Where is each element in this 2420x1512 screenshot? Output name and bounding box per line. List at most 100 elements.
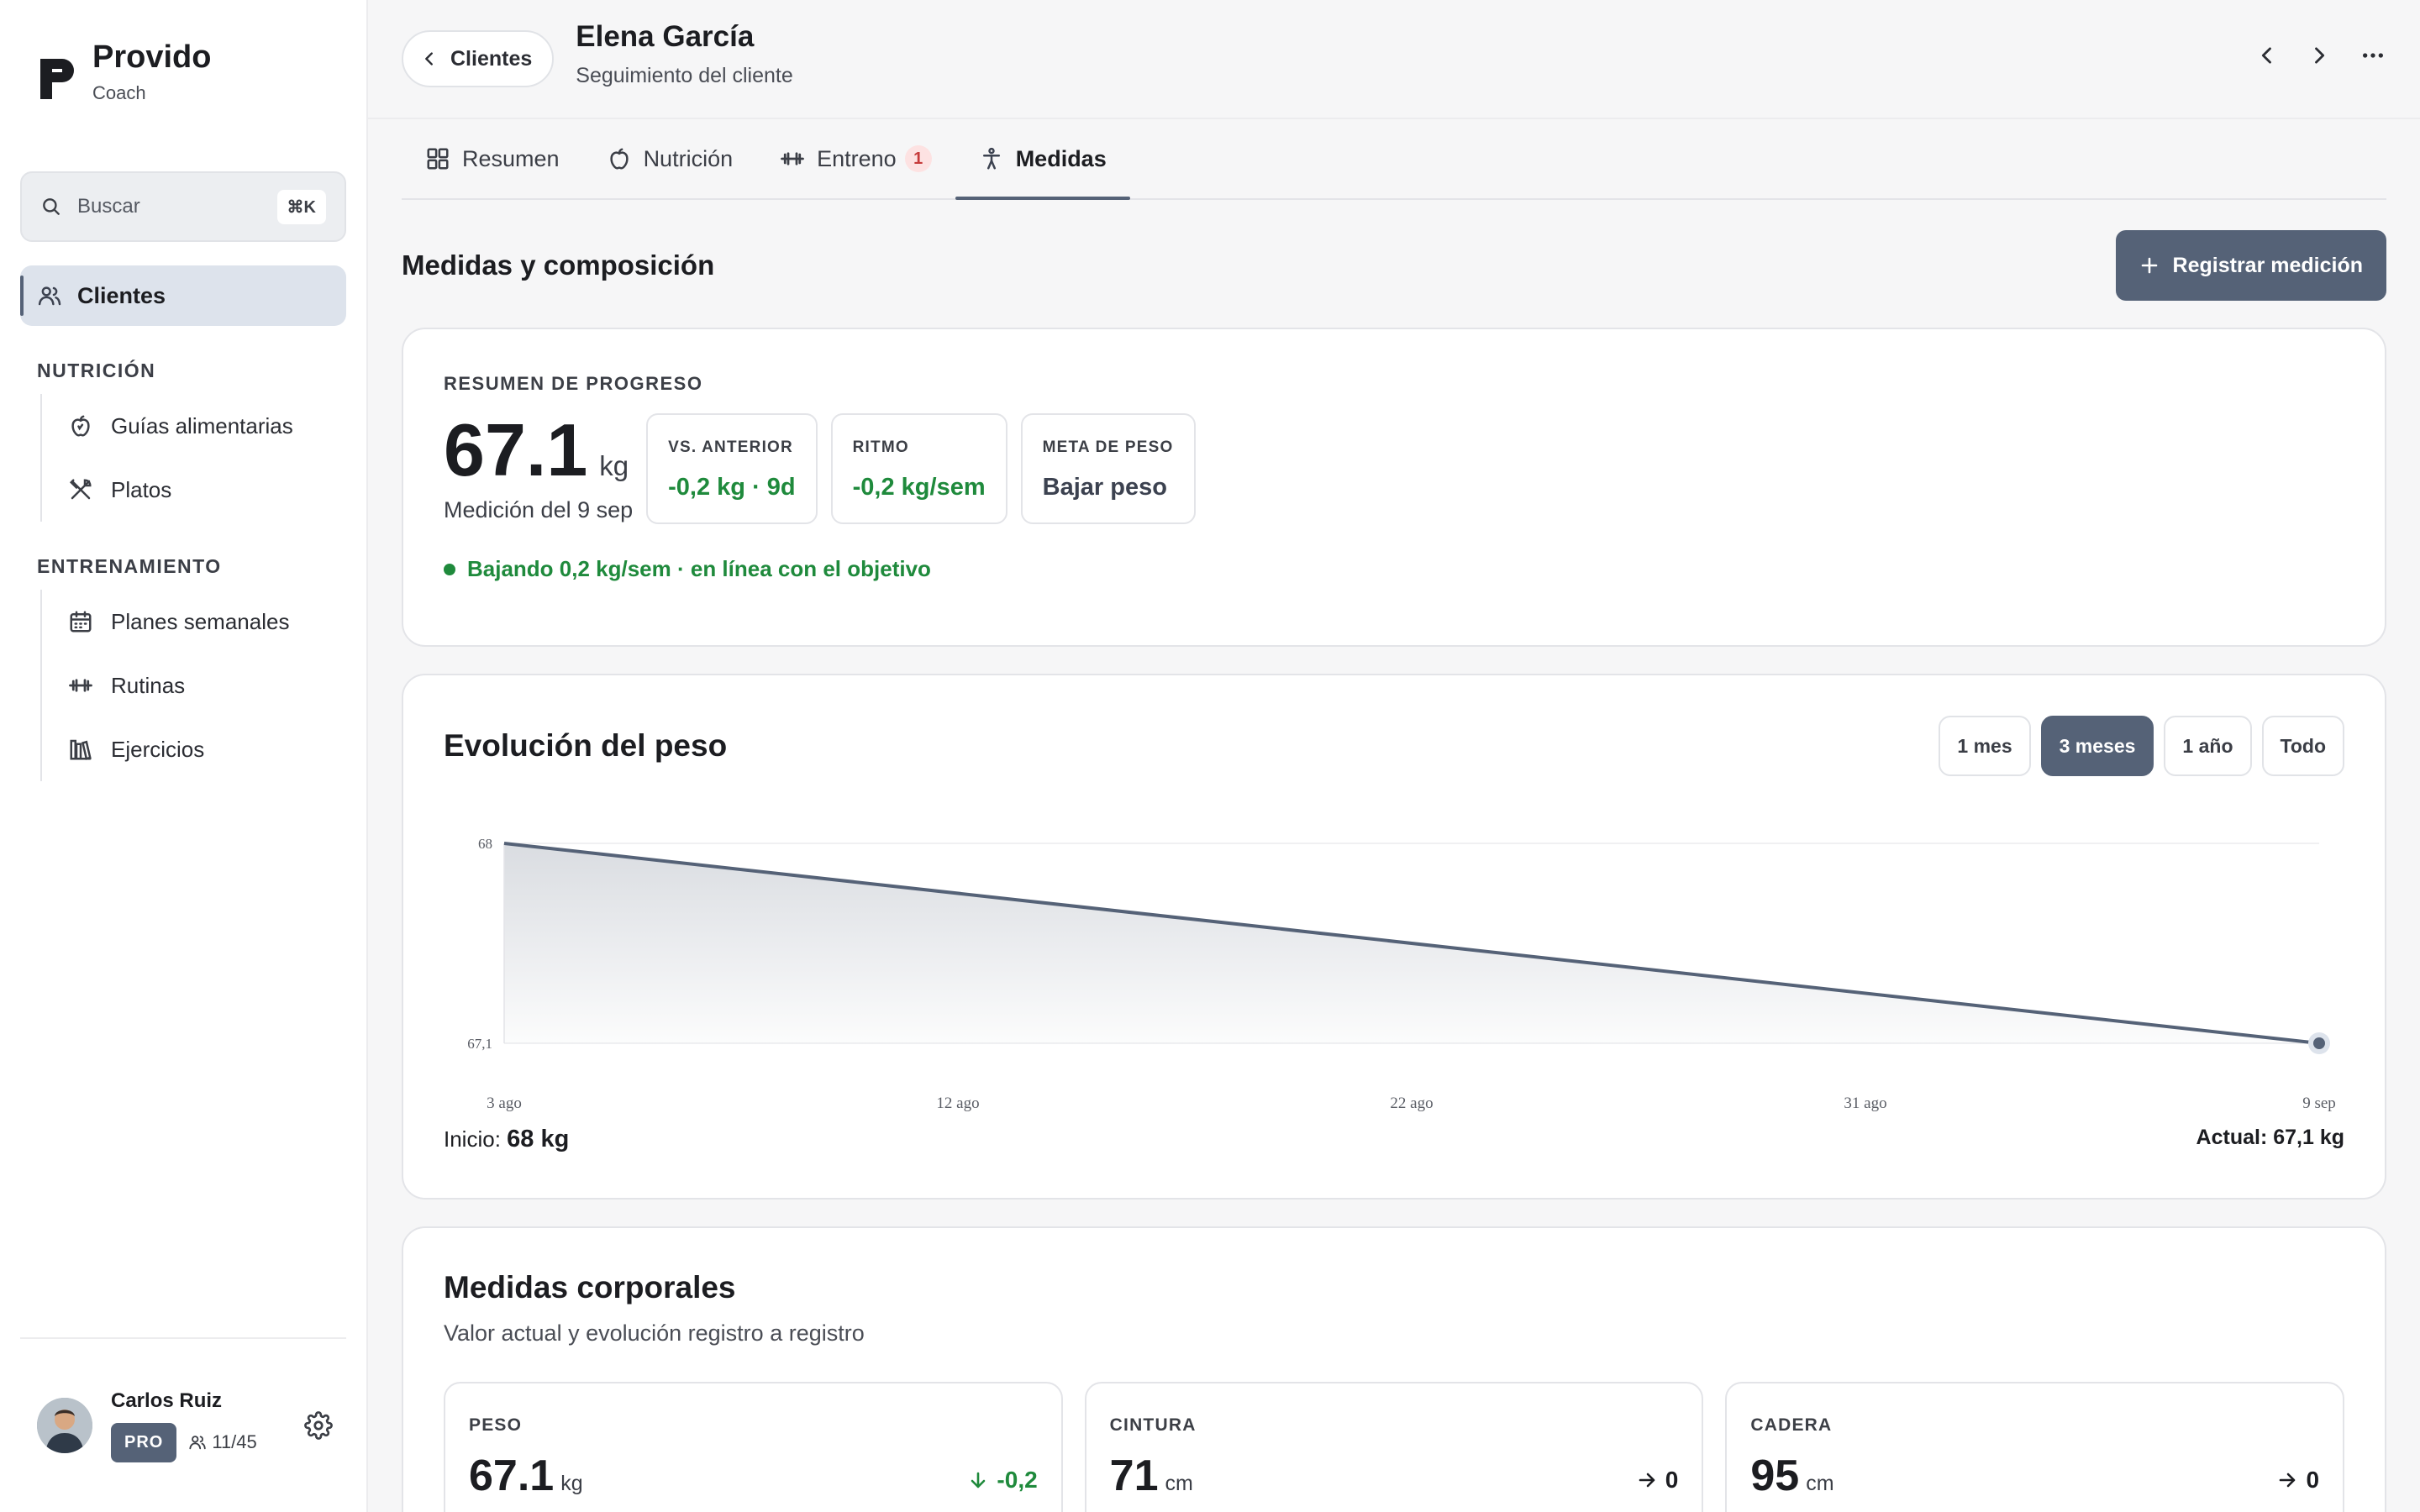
range-3-meses-button[interactable]: 3 meses <box>2040 716 2154 776</box>
progress-overline: RESUMEN DE PROGRESO <box>444 373 703 394</box>
weight-chart: 68 67,1 3 ago 12 ago 22 ago 31 ago 9 sep <box>467 836 2336 1112</box>
register-measurement-button[interactable]: Registrar medición <box>2115 230 2386 301</box>
range-todo-button[interactable]: Todo <box>2261 716 2344 776</box>
user-profile[interactable]: Carlos Ruiz PRO 11/45 <box>20 1337 346 1512</box>
gear-icon[interactable] <box>304 1411 333 1440</box>
sidebar-item-guias-alimentarias[interactable]: Guías alimentarias <box>66 394 346 458</box>
apple-icon <box>609 148 629 170</box>
range-1-mes-button[interactable]: 1 mes <box>1939 716 2031 776</box>
metric-unit: cm <box>1806 1472 1834 1495</box>
arrow-right-icon <box>1639 1473 1655 1488</box>
sidebar-item-label: Rutinas <box>111 672 186 698</box>
x-tick-label: 9 sep <box>2302 1095 2336 1112</box>
tab-medidas[interactable]: Medidas <box>955 119 1130 200</box>
notification-badge: 1 <box>904 145 932 172</box>
sidebar-section-nutricion: NUTRICIÓN <box>37 360 156 381</box>
users-icon <box>189 1436 207 1450</box>
brand[interactable]: Provido Coach <box>20 0 346 126</box>
tab-entreno[interactable]: Entreno 1 <box>756 119 955 198</box>
metric-card-cintura[interactable]: CINTURA 71 cm 0 <box>1084 1382 1704 1512</box>
sidebar-item-clientes[interactable]: Clientes <box>20 265 346 326</box>
tab-bar: Resumen Nutrición Entreno 1 Medidas <box>402 119 2386 200</box>
sidebar-item-label: Platos <box>111 476 172 502</box>
current-weight-unit: kg <box>599 450 629 481</box>
metric-delta: -0,2 <box>968 1467 1038 1494</box>
stat-value: -0,2 kg/sem <box>852 474 986 501</box>
previous-client-icon[interactable] <box>2255 44 2279 67</box>
sidebar-item-label: Guías alimentarias <box>111 412 293 438</box>
progress-summary-card: RESUMEN DE PROGRESO 67.1 kg Medición del… <box>402 328 2386 647</box>
users-icon <box>38 286 61 306</box>
range-1-ano-button[interactable]: 1 año <box>2164 716 2252 776</box>
weight-chart-card: Evolución del peso 1 mes 3 meses 1 año T… <box>402 674 2386 1200</box>
metric-card-cadera[interactable]: CADERA 95 cm 0 <box>1725 1382 2345 1512</box>
tab-resumen[interactable]: Resumen <box>402 119 583 198</box>
body-measurements-subtitle: Valor actual y evolución registro a regi… <box>444 1320 865 1346</box>
sidebar-group-nutricion: Guías alimentarias Platos <box>40 394 346 522</box>
sidebar-item-label: Clientes <box>77 282 166 308</box>
sidebar-item-rutinas[interactable]: Rutinas <box>66 654 346 717</box>
x-tick-label: 3 ago <box>487 1095 522 1112</box>
search-input[interactable]: Buscar ⌘K <box>20 171 346 242</box>
y-tick-label: 67,1 <box>467 1036 492 1052</box>
chart-title: Evolución del peso <box>444 728 728 763</box>
brand-subtitle: Coach <box>92 82 146 103</box>
x-tick-label: 31 ago <box>1844 1095 1886 1112</box>
stat-value: -0,2 kg · 9d <box>668 474 796 501</box>
stat-label: RITMO <box>852 438 909 456</box>
metric-delta: 0 <box>2277 1467 2319 1494</box>
page-title: Elena García <box>576 19 755 53</box>
metric-value: 67.1 <box>469 1452 555 1500</box>
metric-delta-value: 0 <box>1665 1467 1679 1493</box>
search-placeholder: Buscar <box>77 195 140 218</box>
library-icon <box>66 734 96 764</box>
search-shortcut: ⌘K <box>276 189 326 224</box>
user-name: Carlos Ruiz <box>111 1389 223 1412</box>
metric-label: CINTURA <box>1109 1415 1197 1435</box>
plus-icon <box>2141 257 2157 274</box>
metric-delta: 0 <box>1637 1467 1679 1494</box>
more-options-icon[interactable] <box>2360 42 2386 69</box>
grid-icon <box>427 148 449 170</box>
metric-value: 71 <box>1109 1452 1159 1500</box>
next-client-icon[interactable] <box>2307 44 2331 67</box>
tab-label: Nutrición <box>643 145 734 171</box>
sidebar-item-planes-semanales[interactable]: Planes semanales <box>66 590 346 654</box>
measurement-date: Medición del 9 sep <box>444 497 634 522</box>
sidebar: Provido Coach Buscar ⌘K Clientes NUTRICI… <box>0 0 368 1512</box>
metric-unit: cm <box>1165 1472 1193 1495</box>
y-tick-label: 68 <box>478 836 492 852</box>
metric-delta-value: 0 <box>2306 1467 2320 1493</box>
metric-label: PESO <box>469 1415 523 1435</box>
client-count: 11/45 <box>188 1431 257 1453</box>
current-point <box>2313 1037 2325 1049</box>
sidebar-item-label: Ejercicios <box>111 736 205 762</box>
tab-label: Resumen <box>462 145 560 171</box>
tab-label: Medidas <box>1015 145 1107 171</box>
metric-unit: kg <box>560 1472 583 1495</box>
dumbbell-icon <box>781 152 804 165</box>
sidebar-item-label: Planes semanales <box>111 608 290 634</box>
stat-label: VS. ANTERIOR <box>668 438 793 456</box>
tab-label: Entreno <box>817 145 897 171</box>
tab-nutricion[interactable]: Nutrición <box>583 119 757 198</box>
plan-badge: PRO <box>111 1422 177 1462</box>
range-selector: 1 mes 3 meses 1 año Todo <box>1939 716 2344 776</box>
metric-card-peso[interactable]: PESO 67.1 kg -0,2 <box>444 1382 1063 1512</box>
section-title: Medidas y composición <box>402 249 715 281</box>
x-tick-label: 22 ago <box>1390 1095 1433 1112</box>
stat-meta-de-peso: META DE PESO Bajar peso <box>1020 413 1196 524</box>
sidebar-group-entrenamiento: Planes semanales Rutinas Ejercicios <box>40 590 346 781</box>
status-dot <box>444 563 455 575</box>
utensils-icon <box>66 475 96 505</box>
provido-logo-icon <box>40 59 74 99</box>
stat-value: Bajar peso <box>1042 474 1167 501</box>
chart-start: Inicio: 68 kg <box>444 1126 569 1153</box>
sidebar-item-ejercicios[interactable]: Ejercicios <box>66 717 346 781</box>
person-icon <box>982 147 1000 170</box>
page-subtitle: Seguimiento del cliente <box>576 63 793 87</box>
brand-name: Provido <box>92 39 212 75</box>
sidebar-item-platos[interactable]: Platos <box>66 458 346 522</box>
stat-label: META DE PESO <box>1042 438 1174 456</box>
back-button[interactable]: Clientes <box>402 30 555 87</box>
